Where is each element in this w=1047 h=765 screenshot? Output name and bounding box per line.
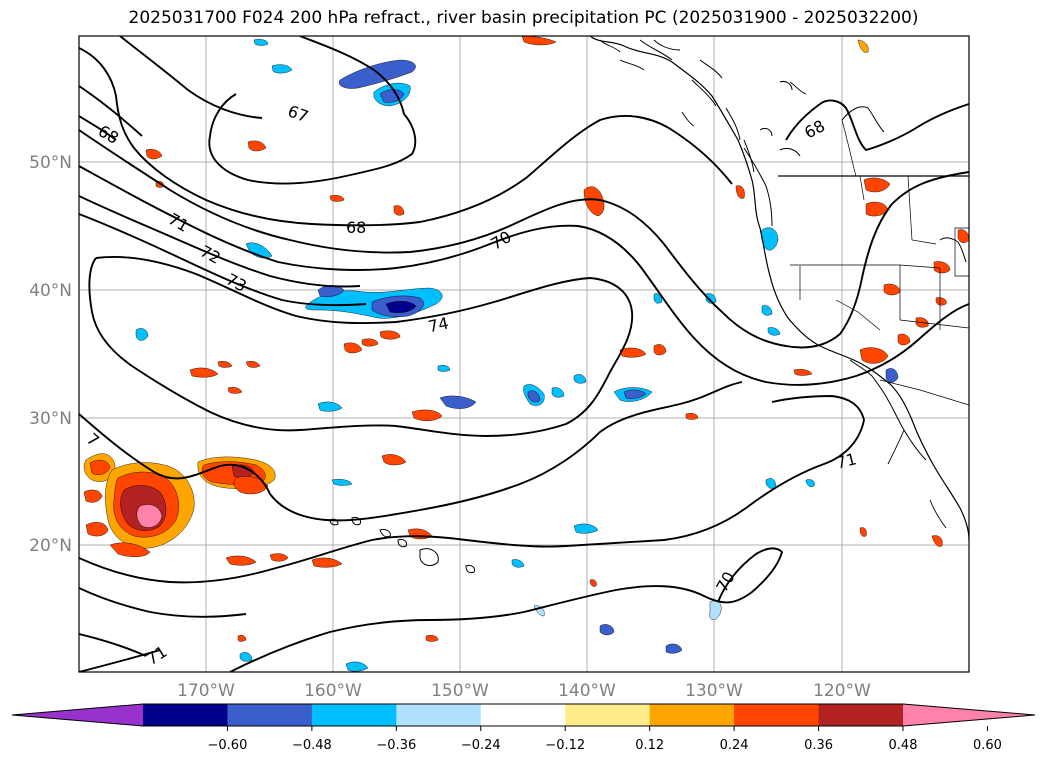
colorbar-tick-label: 0.24 — [720, 738, 749, 753]
colorbar-swatch — [565, 704, 651, 726]
lat-label-30n: 30°N — [29, 409, 72, 429]
colorbar-swatches — [12, 704, 1035, 726]
colorbar-tick-label: 0.60 — [973, 738, 1002, 753]
colorbar-swatch — [143, 704, 228, 726]
hawaiian-islands — [329, 517, 475, 574]
colorbar-tick-label: −0.48 — [292, 738, 332, 753]
lon-label-150w: 150°W — [431, 681, 489, 701]
colorbar: −0.60 −0.48 −0.36 −0.24 −0.12 0.12 0.24 0.36 0.4… — [11, 703, 1036, 753]
precip-negative-shading — [135, 39, 899, 672]
colorbar-tick-label: −0.12 — [545, 738, 585, 753]
colorbar-swatch — [396, 704, 482, 726]
colorbar-extend-low — [12, 704, 143, 726]
colorbar-swatch — [818, 704, 904, 726]
lon-label-170w: 170°W — [177, 681, 235, 701]
colorbar-tick-label: −0.60 — [208, 738, 248, 753]
contour-label-74: 74 — [426, 313, 450, 336]
precip-positive-shading — [83, 36, 969, 642]
coastlines — [589, 36, 969, 541]
political-borders — [778, 119, 969, 406]
map-title: 2025031700 F024 200 hPa refract., river … — [128, 8, 919, 28]
colorbar-tick-label: −0.36 — [376, 738, 416, 753]
contour-label-71-east: 71 — [834, 449, 858, 472]
map-panel — [79, 36, 969, 672]
lat-label-50n: 50°N — [29, 153, 72, 173]
colorbar-swatch — [734, 704, 820, 726]
lat-label-20n: 20°N — [29, 536, 72, 556]
colorbar-outline — [11, 703, 1036, 727]
colorbar-swatch — [227, 704, 313, 726]
lon-label-160w: 160°W — [304, 681, 362, 701]
longitude-labels: 170°W 160°W 150°W 140°W 130°W 120°W — [177, 681, 871, 701]
refractivity-contours — [79, 36, 969, 672]
lon-label-140w: 140°W — [558, 681, 616, 701]
colorbar-swatch — [480, 704, 566, 726]
lon-label-120w: 120°W — [813, 681, 871, 701]
colorbar-swatch — [311, 704, 397, 726]
colorbar-extend-high — [903, 704, 1035, 726]
colorbar-tick-label: 0.36 — [804, 738, 833, 753]
colorbar-tick-label: 0.48 — [889, 738, 918, 753]
colorbar-ticks: −0.60 −0.48 −0.36 −0.24 −0.12 0.12 0.24 0.36 0.4… — [208, 726, 1002, 753]
lon-label-130w: 130°W — [685, 681, 743, 701]
contour-label-68-central: 68 — [346, 218, 366, 237]
map-frame — [78, 35, 970, 673]
colorbar-tick-label: −0.24 — [461, 738, 501, 753]
lat-label-40n: 40°N — [29, 281, 72, 301]
colorbar-tick-label: 0.12 — [635, 738, 664, 753]
colorbar-swatch — [649, 704, 735, 726]
latitude-labels: 50°N 40°N 30°N 20°N — [29, 153, 72, 556]
